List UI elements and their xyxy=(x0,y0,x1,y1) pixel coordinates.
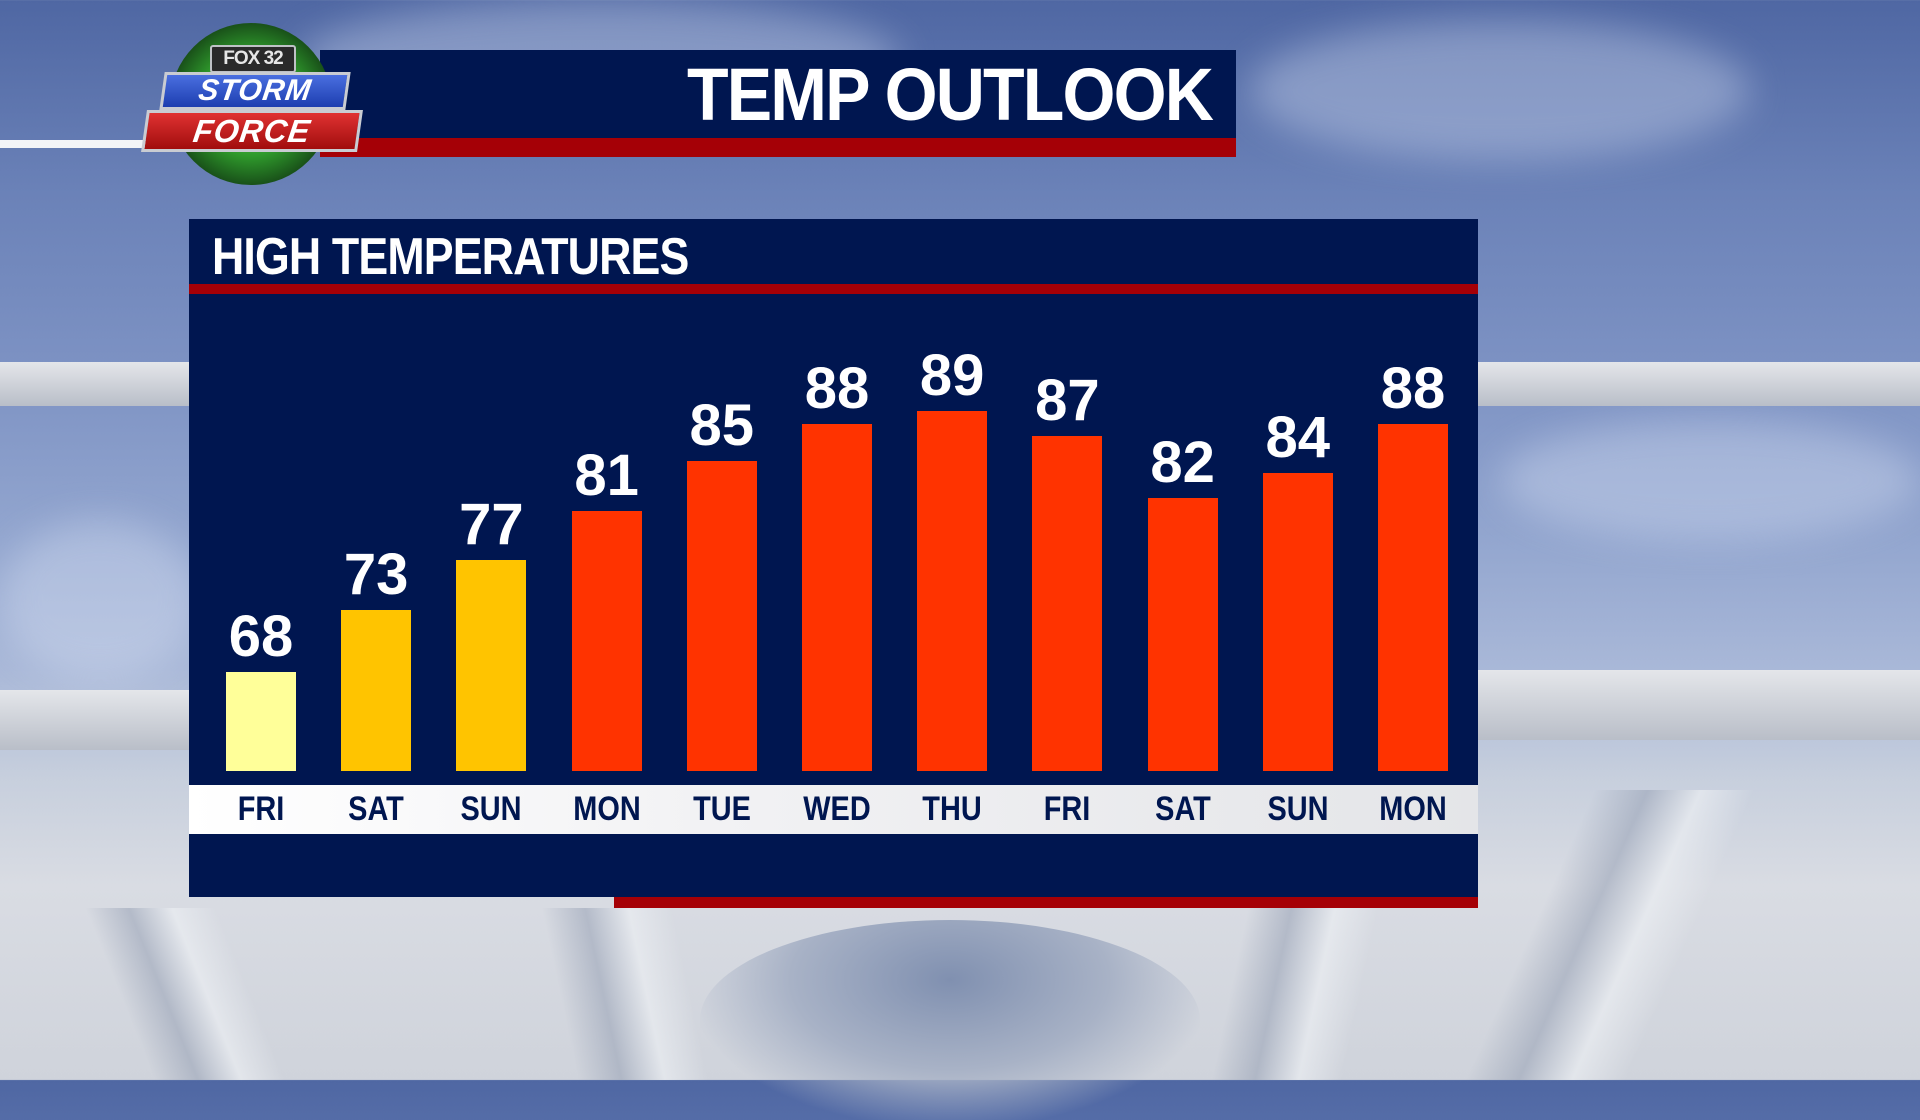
bar-value-label: 85 xyxy=(689,393,755,458)
bar-chart: 68 73 77 81 85 88 89 87 82 84 88 xyxy=(189,294,1478,785)
bar: 89 xyxy=(917,347,988,771)
bar-value-label: 84 xyxy=(1265,405,1331,471)
day-label: MON xyxy=(1379,790,1447,828)
bar-value-label: 73 xyxy=(343,541,409,607)
background-tunnel xyxy=(700,920,1200,1120)
cloud xyxy=(0,520,200,680)
bar: 84 xyxy=(1262,409,1333,771)
logo-line2: FORCE xyxy=(141,110,363,152)
bar: 85 xyxy=(686,397,757,771)
bar: 82 xyxy=(1147,434,1218,771)
bar-value-label: 82 xyxy=(1150,430,1215,496)
page-title: TEMP OUTLOOK xyxy=(686,52,1214,136)
background-ring-lower-left xyxy=(0,690,190,750)
bar-value-label: 77 xyxy=(459,492,524,558)
day-label: MON xyxy=(572,790,641,828)
day-label: WED xyxy=(803,790,871,828)
background-ring-upper-left xyxy=(0,362,190,406)
bar-value-label: 81 xyxy=(574,442,639,508)
panel-header: HIGH TEMPERATURES xyxy=(189,219,1478,286)
background-ring-upper-right xyxy=(1478,362,1920,406)
day-label: THU xyxy=(922,790,982,828)
bar-value-label: 88 xyxy=(1380,355,1446,421)
title-bar xyxy=(320,50,1236,138)
day-label: SUN xyxy=(1267,790,1329,828)
bar: 77 xyxy=(456,496,527,771)
day-labels: FRI SAT SUN MON TUE WED THU FRI SAT SUN MON xyxy=(189,785,1478,834)
bar: 68 xyxy=(226,607,296,771)
chart-title: HIGH TEMPERATURES xyxy=(212,228,689,286)
cloud xyxy=(1500,420,1920,540)
storm-force-logo: FOX 32 STORM FORCE xyxy=(140,20,370,190)
day-label: SAT xyxy=(348,790,405,828)
background-beam xyxy=(1465,790,1755,1080)
background-beam xyxy=(1211,908,1379,1080)
bar-value-label: 87 xyxy=(1035,368,1100,434)
accent-line xyxy=(0,140,150,148)
day-label: SUN xyxy=(460,790,522,828)
bar: 81 xyxy=(571,446,642,771)
bar: 87 xyxy=(1032,372,1103,771)
chart-panel: HIGH TEMPERATURES 68 73 77 81 85 88 89 87 82 84 88… xyxy=(189,219,1478,897)
panel-footer-accent xyxy=(614,897,1478,908)
bar-value-label: 89 xyxy=(919,343,985,409)
bar-value-label: 88 xyxy=(804,355,870,421)
day-label: FRI xyxy=(237,790,285,828)
title-bar-accent xyxy=(320,138,1236,157)
day-label: FRI xyxy=(1044,790,1091,828)
day-label: SAT xyxy=(1154,790,1211,828)
day-label: TUE xyxy=(692,790,751,828)
bar-value-label: 68 xyxy=(228,603,294,669)
background-beam xyxy=(85,908,285,1080)
cloud xyxy=(1250,20,1750,160)
bar: 88 xyxy=(802,359,872,771)
background-beam xyxy=(541,908,709,1080)
background-ring-lower-right xyxy=(1478,670,1920,740)
panel-divider xyxy=(189,284,1478,294)
bar: 88 xyxy=(1378,359,1448,771)
logo-line1: STORM xyxy=(159,72,351,110)
logo-station: FOX 32 xyxy=(210,45,296,73)
bar: 73 xyxy=(341,545,412,771)
